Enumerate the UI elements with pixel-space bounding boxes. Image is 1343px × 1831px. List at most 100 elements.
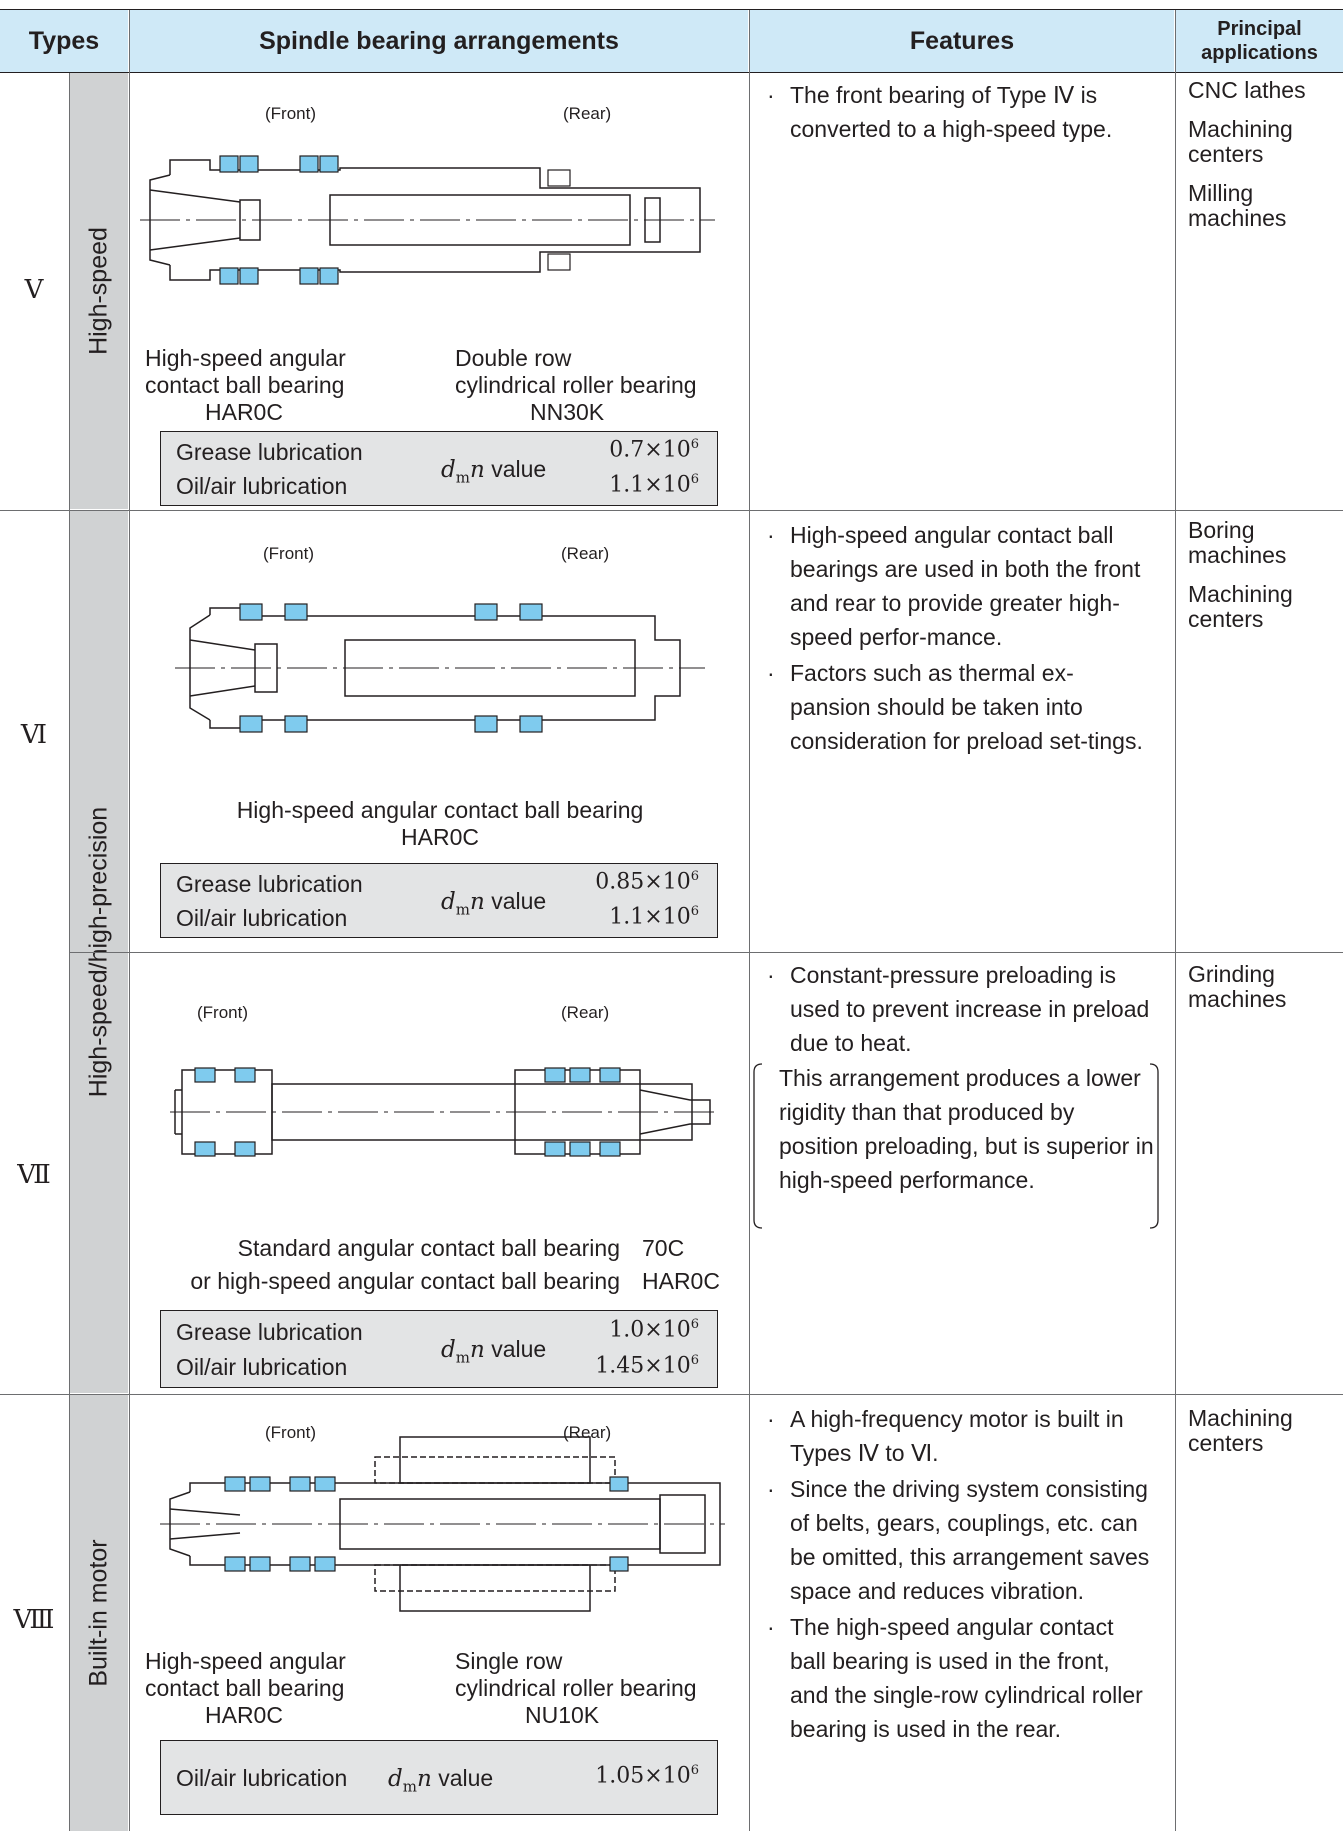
bearing-code: 70C bbox=[642, 1235, 685, 1261]
column-divider bbox=[69, 73, 70, 1831]
feature-note: This arrangement produces a lower rigidi… bbox=[779, 1065, 1154, 1193]
bearing-desc: Standard angular contact ball bearing 70… bbox=[155, 1235, 730, 1295]
lube-name: Grease lubrication bbox=[176, 1319, 363, 1345]
features-cell: · High-speed angular contact ball bearing… bbox=[758, 518, 1153, 760]
spindle-drawing bbox=[160, 1436, 725, 1612]
applications-cell: Boring machines Machining centers bbox=[1188, 518, 1338, 646]
features-cell: · Constant-pressure preloading is used to… bbox=[758, 958, 1153, 1062]
header-types: Types bbox=[0, 10, 128, 72]
lube-name: Oil/air lubrication bbox=[176, 1354, 348, 1380]
rear-label: (Rear) bbox=[563, 104, 612, 123]
applications-cell: CNC lathes Machining centers Milling mac… bbox=[1188, 78, 1338, 245]
feature-item: · The front bearing of Type Ⅳ is converte… bbox=[767, 82, 1113, 142]
bearing-text: cylindrical roller bearing bbox=[455, 372, 697, 398]
row-divider bbox=[70, 952, 1343, 953]
bearing-text: Single row bbox=[455, 1648, 563, 1674]
bearing-rear-desc: Single row cylindrical roller bearing NU… bbox=[455, 1648, 697, 1729]
lube-name: Oil/air lubrication bbox=[176, 473, 348, 499]
bearing-line: Standard angular contact ball bearing 70… bbox=[155, 1235, 730, 1262]
bearing-desc: High-speed angular contact ball bearing … bbox=[150, 797, 730, 851]
bearing-text: High-speed angular bbox=[145, 345, 346, 371]
application-item: Machining centers bbox=[1188, 581, 1293, 632]
table-border-top bbox=[0, 9, 1343, 10]
lube-name: Oil/air lubrication bbox=[176, 905, 348, 931]
lube-value: 1.45×106 bbox=[595, 1353, 699, 1379]
column-divider bbox=[129, 10, 130, 1831]
bearing-text: contact ball bearing bbox=[145, 372, 345, 398]
applications-cell: Machining centers bbox=[1188, 1406, 1338, 1470]
lube-value: 1.05×106 bbox=[595, 1763, 699, 1789]
bearing-text: High-speed angular bbox=[145, 1648, 346, 1674]
bearing-code: HAR0C bbox=[205, 399, 283, 425]
application-item: Boring machines bbox=[1188, 517, 1287, 568]
header-arrangements: Spindle bearing arrangements bbox=[130, 10, 748, 72]
category-built-in-motor-label: Built-in motor bbox=[84, 1539, 113, 1687]
bearing-text: contact ball bearing bbox=[145, 1675, 345, 1701]
bearing-code: HAR0C bbox=[642, 1268, 720, 1294]
features-cell: · The front bearing of Type Ⅳ is converte… bbox=[758, 78, 1153, 148]
front-label: (Front) bbox=[265, 104, 316, 123]
application-item: Milling machines bbox=[1188, 180, 1287, 231]
lubrication-box: Grease lubrication Oil/air lubrication d… bbox=[160, 863, 718, 938]
header-features: Features bbox=[750, 10, 1174, 72]
front-label: (Front) bbox=[265, 1423, 316, 1442]
lube-value: 1.1×106 bbox=[609, 472, 699, 498]
spindle-drawing bbox=[140, 155, 715, 285]
type-numeral: Ⅶ bbox=[17, 1160, 51, 1190]
header-divider bbox=[0, 72, 1343, 73]
feature-item: · The high-speed angular contact ball bea… bbox=[767, 1614, 1143, 1742]
application-item: Machining centers bbox=[1188, 1405, 1293, 1456]
category-high-speed: High-speed bbox=[70, 73, 128, 509]
bearing-rear-desc: Double row cylindrical roller bearing NN… bbox=[455, 345, 697, 426]
row-divider bbox=[0, 1394, 1343, 1395]
application-item: Grinding machines bbox=[1188, 961, 1287, 1012]
bearing-text: cylindrical roller bearing bbox=[455, 1675, 697, 1701]
application-item: CNC lathes bbox=[1188, 77, 1306, 103]
bearing-text: or high-speed angular contact ball beari… bbox=[190, 1268, 620, 1294]
front-label: (Front) bbox=[197, 1003, 248, 1022]
lubrication-box: Grease lubrication Oil/air lubrication d… bbox=[160, 431, 718, 506]
type-numeral: Ⅷ bbox=[13, 1605, 55, 1635]
spindle-drawing bbox=[170, 1067, 715, 1157]
dmn-label: dmn value bbox=[441, 456, 547, 487]
bearing-code: HAR0C bbox=[401, 824, 479, 850]
bearing-line: or high-speed angular contact ball beari… bbox=[155, 1268, 730, 1295]
header-applications: Principal applications bbox=[1176, 10, 1343, 72]
category-high-speed-label: High-speed bbox=[84, 227, 113, 355]
type-numeral: Ⅴ bbox=[24, 275, 44, 305]
application-item: Machining centers bbox=[1188, 116, 1293, 167]
dmn-label: dmn value bbox=[441, 1336, 547, 1367]
lube-value: 0.85×106 bbox=[595, 869, 699, 895]
applications-cell: Grinding machines bbox=[1188, 962, 1338, 1026]
dmn-label: dmn value bbox=[441, 888, 547, 919]
feature-item: · Since the driving system consisting of … bbox=[767, 1476, 1150, 1604]
lube-name: Grease lubrication bbox=[176, 439, 363, 465]
bearing-code: NU10K bbox=[525, 1702, 600, 1728]
bearing-front-desc: High-speed angular contact ball bearing … bbox=[145, 345, 346, 426]
features-cell: · A high-frequency motor is built in Type… bbox=[758, 1402, 1153, 1748]
feature-item: · High-speed angular contact ball bearing… bbox=[767, 522, 1141, 650]
bearing-code: NN30K bbox=[530, 399, 605, 425]
lubrication-box: Oil/air lubrication dmn value 1.05×106 bbox=[160, 1740, 718, 1815]
bearing-text: High-speed angular contact ball bearing bbox=[236, 797, 644, 823]
bearing-front-desc: High-speed angular contact ball bearing … bbox=[145, 1648, 346, 1729]
column-divider bbox=[749, 10, 750, 1831]
rear-label: (Rear) bbox=[561, 1003, 610, 1022]
row-divider bbox=[0, 510, 1343, 511]
rear-label: (Rear) bbox=[561, 544, 610, 563]
lubrication-box: Grease lubrication Oil/air lubrication d… bbox=[160, 1310, 718, 1388]
bearing-text: Double row bbox=[455, 345, 572, 371]
dmn-label: dmn value bbox=[388, 1765, 494, 1796]
note-bracket bbox=[753, 1063, 1159, 1229]
lube-value: 1.0×106 bbox=[609, 1317, 699, 1343]
lube-name: Grease lubrication bbox=[176, 871, 363, 897]
front-label: (Front) bbox=[263, 544, 314, 563]
lube-value: 1.1×106 bbox=[609, 904, 699, 930]
feature-item: · A high-frequency motor is built in Type… bbox=[767, 1406, 1124, 1466]
spindle-drawing bbox=[175, 603, 705, 733]
category-built-in-motor: Built-in motor bbox=[70, 1395, 128, 1831]
lube-name: Oil/air lubrication bbox=[176, 1765, 348, 1791]
feature-item: · Factors such as thermal ex-pansion shou… bbox=[767, 660, 1143, 754]
type-numeral: Ⅵ bbox=[20, 720, 48, 750]
